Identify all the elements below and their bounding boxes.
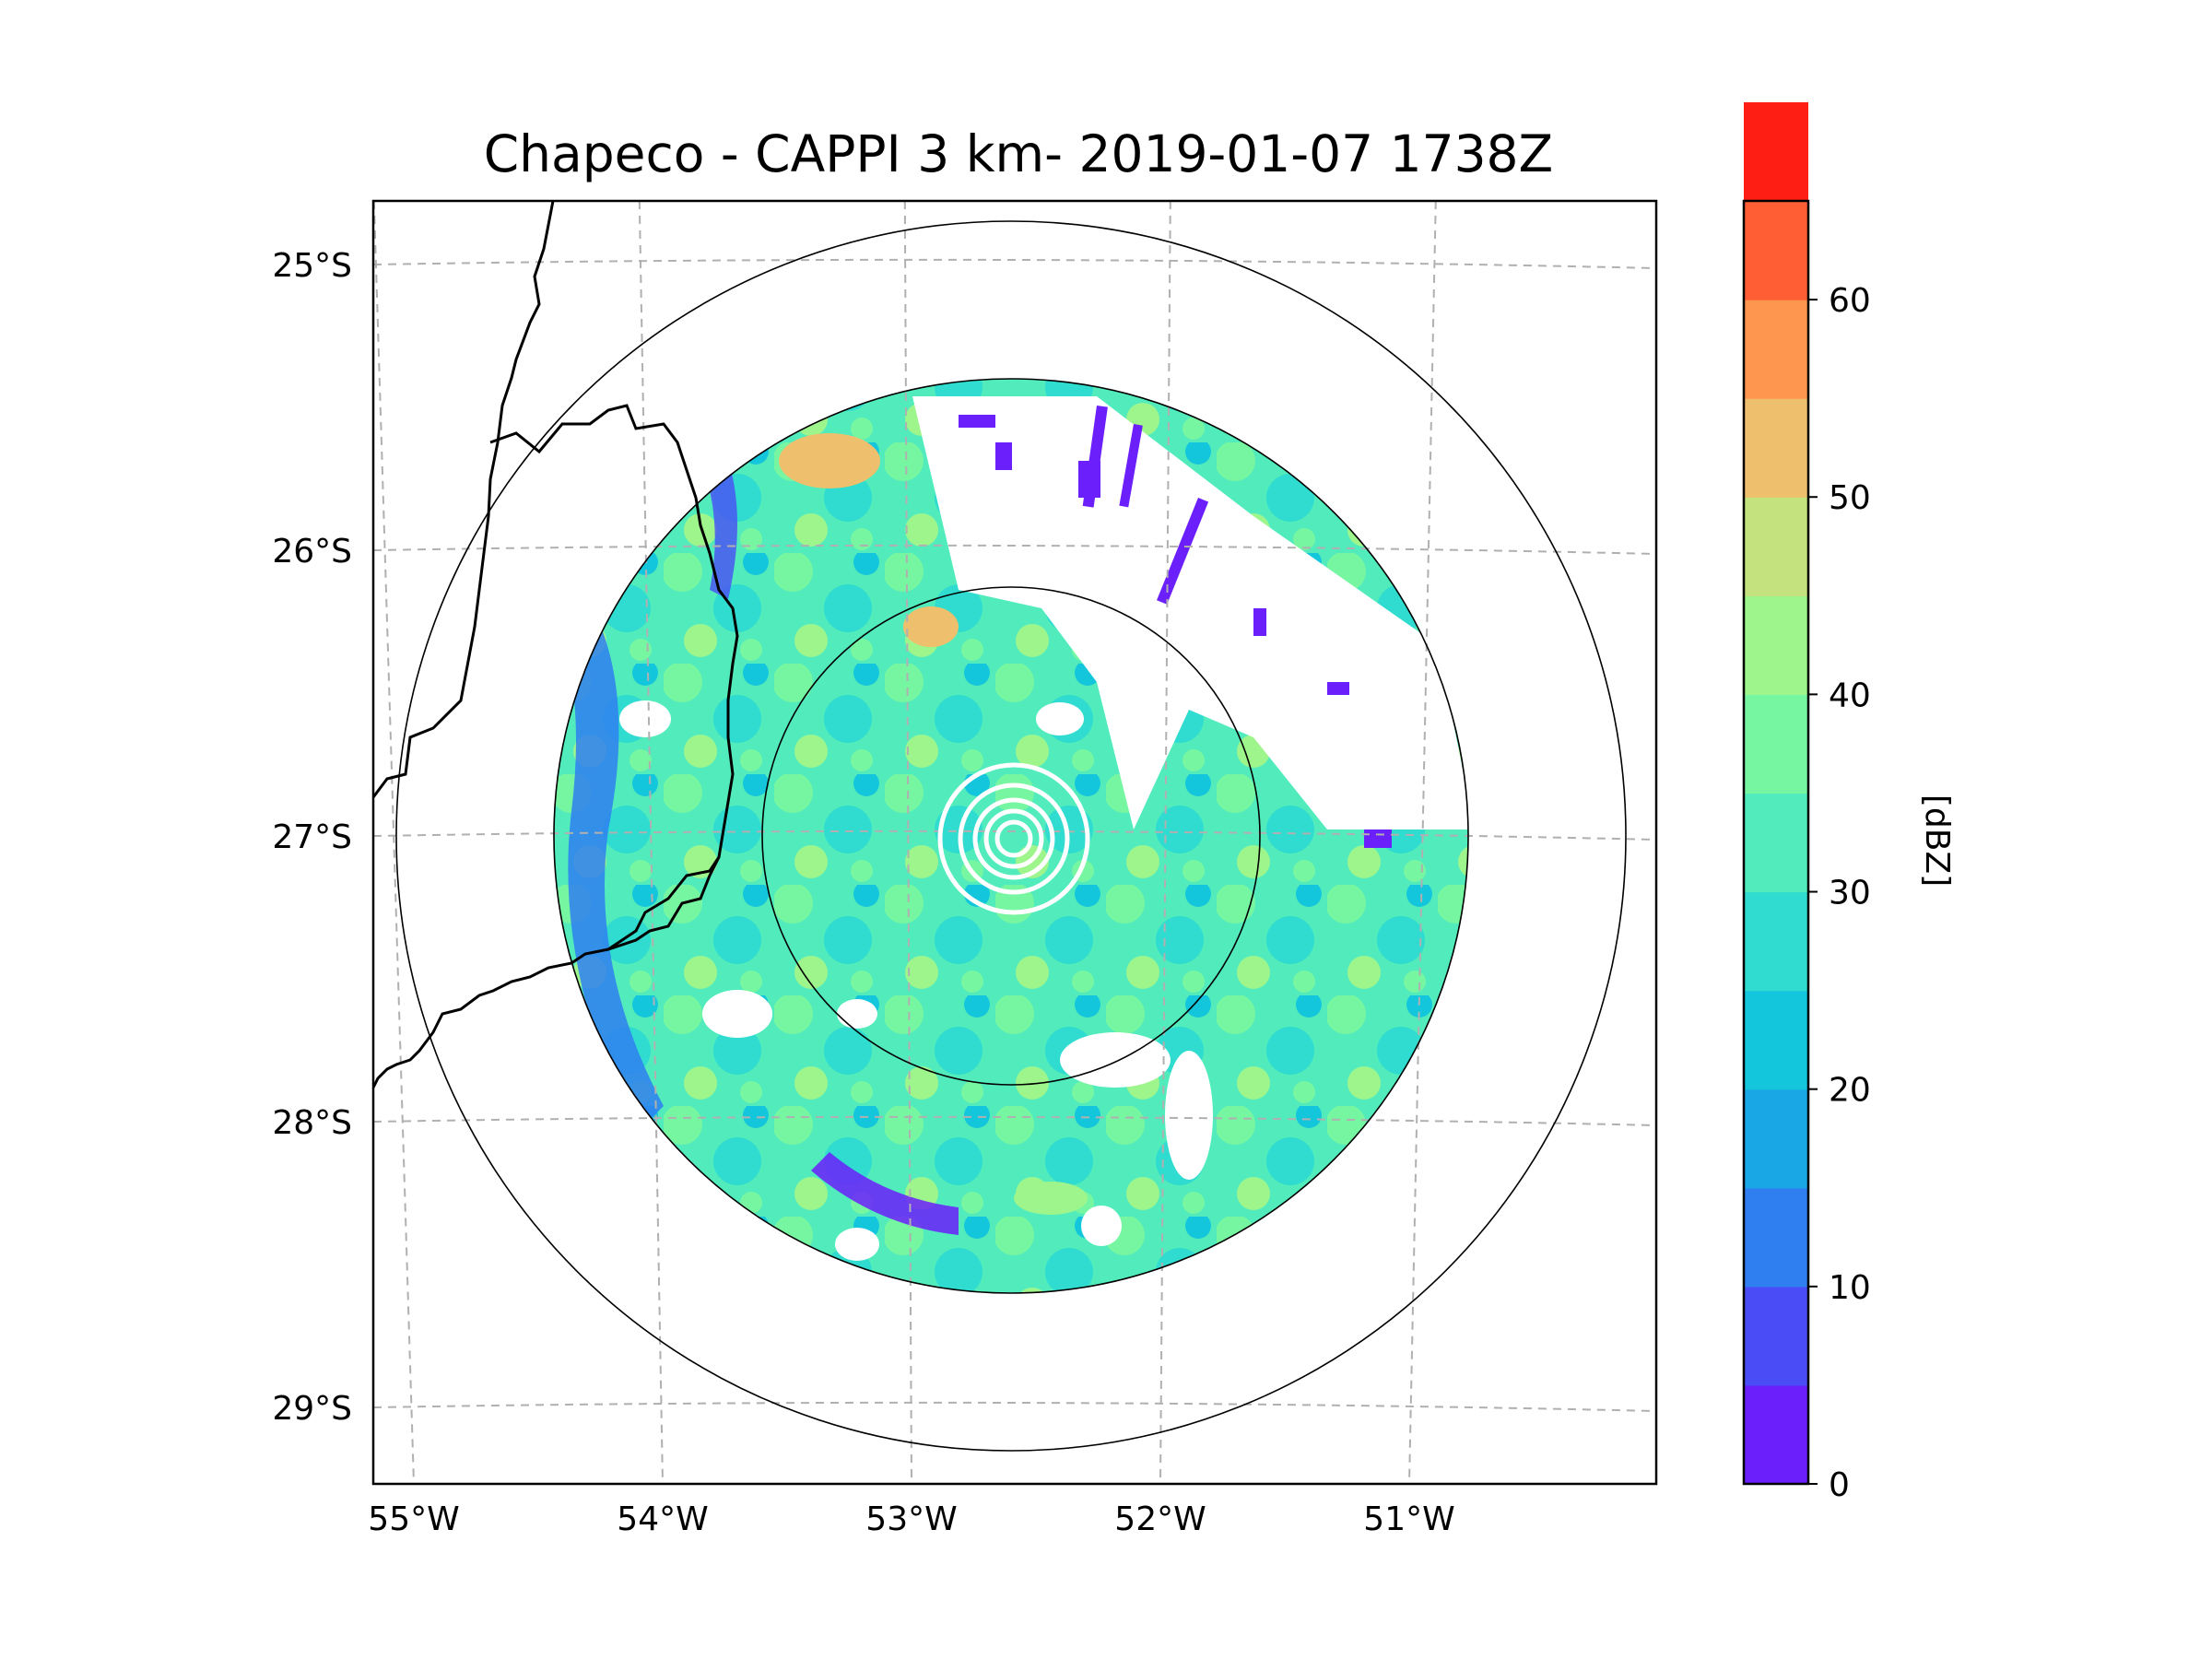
meridian-0 [373, 201, 415, 1484]
colorbar-band-1 [1744, 1286, 1808, 1386]
lon-tick-label-3: 52°W [1114, 1500, 1206, 1538]
colorbar-label: [dBZ] [1918, 794, 1956, 887]
colorbar-tick-label-6: 60 [1829, 282, 1871, 320]
colorbar-band-3 [1744, 1088, 1808, 1189]
parallel-0 [373, 258, 1656, 269]
lat-tick-label-3: 28°S [272, 1104, 352, 1142]
meridian-3 [1159, 201, 1171, 1484]
country-borders [373, 201, 739, 1088]
colorbar-band-2 [1744, 1187, 1808, 1288]
meridian-4 [1408, 201, 1437, 1484]
colorbar: 0 10 20 30 40 50 60 [1742, 101, 1871, 1504]
colorbar-tick-label-5: 50 [1829, 479, 1871, 517]
colorbar-tick-label-2: 20 [1829, 1072, 1871, 1110]
map-frame [371, 199, 1658, 1486]
colorbar-band-10 [1744, 398, 1808, 498]
lon-tick-label-2: 53°W [865, 1500, 957, 1538]
lat-tick-label-1: 26°S [272, 533, 352, 571]
lat-tick-label-2: 27°S [272, 818, 352, 856]
colorbar-tick-label-3: 30 [1829, 875, 1871, 912]
colorbar-band-11 [1744, 300, 1808, 399]
lon-tick-label-4: 51°W [1363, 1500, 1454, 1538]
gridlines [373, 201, 1656, 1484]
range-ring-1 [553, 378, 1469, 1294]
colorbar-band-13 [1744, 101, 1808, 202]
colorbar-band-7 [1744, 694, 1808, 794]
colorbar-band-12 [1744, 201, 1808, 300]
longitude-labels: 55°W 54°W 53°W 52°W 51°W [368, 1500, 1454, 1538]
meridian-1 [638, 201, 664, 1484]
inner-ring-1 [983, 808, 1044, 869]
colorbar-tick-label-0: 0 [1829, 1466, 1850, 1504]
parallel-3 [373, 1115, 1656, 1126]
colorbar-band-6 [1744, 793, 1808, 893]
lat-tick-label-0: 25°S [272, 247, 352, 285]
range-rings [395, 220, 1627, 1452]
lon-tick-label-1: 54°W [617, 1500, 708, 1538]
colorbar-band-8 [1744, 595, 1808, 695]
latitude-labels: 25°S 26°S 27°S 28°S 29°S [272, 247, 352, 1428]
range-ring-2 [395, 220, 1627, 1452]
colorbar-band-9 [1744, 497, 1808, 596]
colorbar-tick-label-1: 10 [1829, 1269, 1871, 1307]
colorbar-frame [1742, 199, 1810, 1486]
reflectivity-field [554, 379, 1468, 1293]
inner-ring-0 [994, 819, 1033, 858]
inner-ring-2 [972, 797, 1055, 880]
lon-tick-label-0: 55°W [368, 1500, 459, 1538]
parallel-4 [373, 1401, 1656, 1412]
colorbar-band-4 [1744, 990, 1808, 1090]
colorbar-band-5 [1744, 891, 1808, 992]
chart-title: Chapeco - CAPPI 3 km- 2019-01-07 1738Z [483, 124, 1554, 183]
parallel-2 [373, 830, 1656, 841]
meridian-2 [903, 201, 912, 1484]
parallel-1 [373, 544, 1656, 555]
lat-tick-label-4: 29°S [272, 1390, 352, 1428]
inner-ring-3 [958, 782, 1070, 895]
colorbar-tick-label-4: 40 [1829, 677, 1871, 714]
range-ring-0 [761, 586, 1261, 1086]
colorbar-band-0 [1744, 1384, 1808, 1485]
inner-ring-4 [937, 762, 1090, 915]
